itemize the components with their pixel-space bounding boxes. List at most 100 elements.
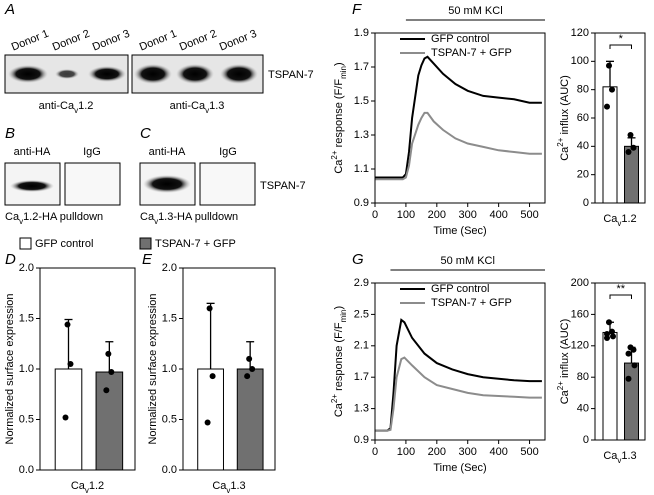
- series-line: [375, 318, 542, 432]
- y-tick-label: 120: [571, 340, 589, 352]
- data-point: [627, 132, 634, 138]
- data-point: [609, 328, 615, 335]
- plot-frame: [39, 267, 136, 471]
- x-axis-label-part: 1.3: [230, 480, 245, 492]
- lane-label: IgG: [83, 146, 101, 158]
- y-tick-label: 200: [571, 277, 589, 289]
- panel-letter: G: [352, 251, 364, 268]
- y-axis-label-part: Ca: [559, 389, 571, 404]
- y-axis-label-part: 2+: [556, 137, 565, 146]
- legend-label: TSPAN-7 + GFP: [431, 47, 512, 59]
- blot-box: [199, 162, 256, 206]
- legend-label: TSPAN-7 + GFP: [155, 238, 236, 250]
- pulldown-label-part: Ca: [140, 211, 155, 223]
- x-axis-label: Cav1.3: [212, 480, 245, 495]
- data-point: [631, 362, 638, 369]
- legend-label: GFP control: [35, 238, 94, 250]
- x-axis-label-part: 1.2: [621, 213, 636, 225]
- x-tick-label: 500: [520, 209, 538, 221]
- data-point: [62, 414, 69, 421]
- y-axis-label-part: response (F/F: [333, 79, 345, 151]
- lane-label: Donor 3: [218, 28, 259, 54]
- plot-frame: [182, 267, 276, 471]
- y-axis-label-part: 2+: [330, 150, 339, 159]
- y-tick-label: 20: [577, 169, 589, 181]
- blot-bc: [4, 162, 256, 206]
- band: [88, 66, 126, 82]
- stimulus-label: 50 mM KCl: [441, 255, 495, 267]
- y-axis-label-part: response (F/F: [333, 322, 345, 394]
- y-tick-label: 60: [577, 112, 589, 124]
- x-axis-label: Time (Sec): [433, 462, 486, 474]
- legend-swatch: [139, 237, 152, 250]
- y-tick-label: 2.1: [354, 340, 369, 352]
- lane-label: anti-HA: [14, 146, 51, 158]
- y-axis-label: Ca2+ response (F/Fmin): [330, 62, 348, 173]
- x-tick-label: 0: [372, 209, 378, 221]
- band: [220, 64, 258, 84]
- x-tick-label: 200: [428, 446, 446, 458]
- bar: [624, 145, 639, 204]
- antibody-label: anti-Cav1.2: [39, 100, 94, 115]
- panel-letter: A: [4, 1, 15, 18]
- antibody-label-part: 1.3: [209, 100, 224, 112]
- y-tick-label: 1.7: [354, 61, 369, 73]
- pulldown-label-part: 1.3-HA pulldown: [158, 211, 238, 223]
- y-tick-label: 40: [577, 140, 589, 152]
- x-axis-label-part: v: [226, 486, 230, 495]
- y-axis-label-part: Normalized surface expression: [4, 293, 16, 444]
- band-label: TSPAN-7: [260, 180, 306, 192]
- bar: [197, 368, 224, 471]
- y-tick-label: 40: [577, 403, 589, 415]
- data-point: [625, 375, 632, 382]
- y-axis-label-part: 2+: [556, 381, 565, 390]
- stimulus-label: 50 mM KCl: [448, 5, 502, 17]
- y-axis-label-part: ): [333, 306, 345, 310]
- y-tick-label: 160: [571, 308, 589, 320]
- antibody-label-part: anti-Ca: [39, 100, 75, 112]
- plot-frame: [374, 32, 546, 204]
- y-tick-label: 1.0: [162, 363, 177, 375]
- plot-frame: [594, 32, 646, 204]
- x-axis-label-part: v: [85, 486, 89, 495]
- x-axis-label-part: Time (Sec): [433, 462, 486, 474]
- y-tick-label: 0.5: [162, 413, 177, 425]
- y-tick-label: 1.9: [354, 27, 369, 39]
- blot-box: [64, 162, 121, 206]
- y-axis-label: Ca2+ response (F/Fmin): [330, 306, 348, 417]
- y-tick-label: 0.0: [19, 464, 34, 476]
- y-tick-label: 1.3: [354, 403, 369, 415]
- x-axis-label: Cav1.3: [603, 450, 636, 465]
- y-tick-label: 2.0: [19, 262, 34, 274]
- x-axis-label-part: 1.3: [621, 450, 636, 462]
- bar: [602, 86, 618, 204]
- y-axis-label-part: ): [333, 62, 345, 66]
- x-axis-label: Cav1.2: [71, 480, 104, 495]
- bar: [624, 362, 639, 441]
- x-tick-label: 100: [397, 209, 415, 221]
- antibody-label-part: anti-Ca: [170, 100, 206, 112]
- band: [176, 64, 214, 84]
- significance-label: **: [616, 283, 625, 295]
- bar: [236, 368, 264, 471]
- plot-frame: [594, 282, 646, 441]
- x-axis-label: Time (Sec): [433, 225, 486, 237]
- data-point: [108, 369, 115, 376]
- data-point: [64, 321, 71, 328]
- y-axis-label-part: 2+: [330, 394, 339, 403]
- y-tick-label: 80: [577, 371, 589, 383]
- x-tick-label: 0: [372, 446, 378, 458]
- legend-label: TSPAN-7 + GFP: [431, 297, 512, 309]
- plot-frame: [374, 282, 546, 441]
- lane-label: Donor 1: [10, 28, 51, 54]
- bar: [54, 368, 83, 471]
- data-point: [606, 319, 612, 326]
- significance-bracket: [609, 294, 632, 299]
- band: [143, 175, 191, 193]
- data-point: [103, 387, 110, 394]
- y-axis-label-part: influx (AUC): [559, 319, 571, 381]
- pulldown-label: Cav1.3-HA pulldown: [140, 211, 238, 226]
- panel-letter: E: [142, 251, 153, 268]
- x-axis-label-part: Ca: [71, 480, 86, 492]
